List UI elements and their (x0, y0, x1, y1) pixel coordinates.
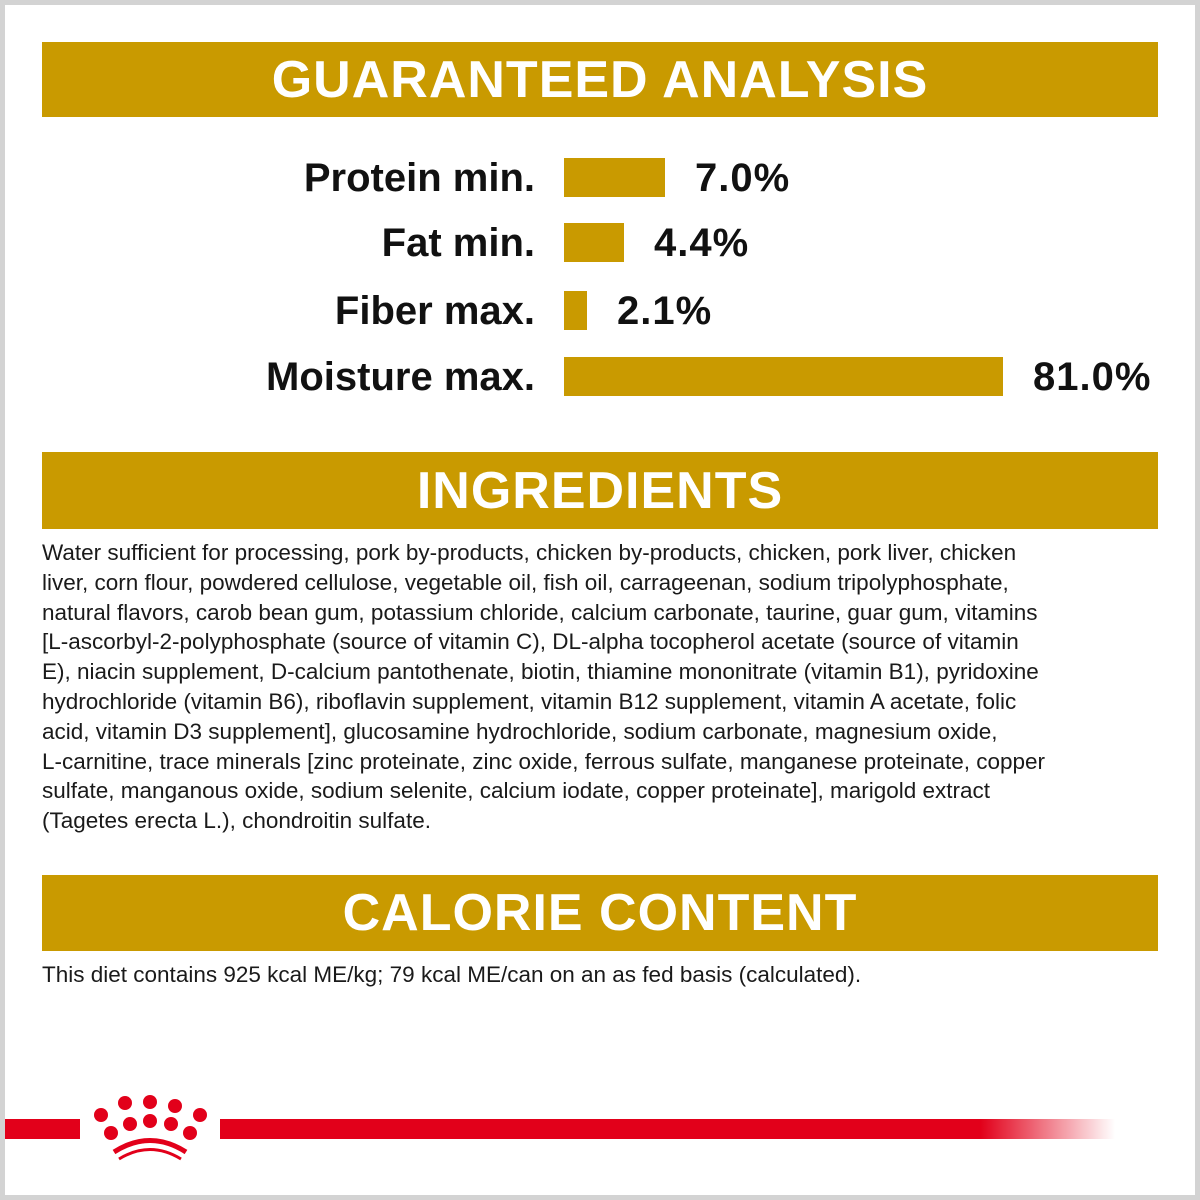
guaranteed-analysis-header: GUARANTEED ANALYSIS (42, 42, 1158, 117)
analysis-row: Protein min. 7.0% (0, 157, 1200, 199)
ingredients-line: L-carnitine, trace minerals [zinc protei… (42, 748, 1046, 774)
ingredients-text: Water sufficient for processing, pork by… (42, 538, 1045, 836)
analysis-label: Fiber max. (334, 289, 535, 333)
analysis-value: 2.1% (617, 289, 713, 333)
analysis-value: 81.0% (1033, 355, 1152, 399)
analysis-bar (564, 357, 1003, 396)
ingredients-line: hydrochloride (vitamin B6), riboflavin s… (42, 688, 1017, 714)
ingredients-line: natural flavors, carob bean gum, potassi… (42, 599, 1038, 625)
analysis-value: 4.4% (654, 221, 750, 265)
ingredients-line: acid, vitamin D3 supplement], glucosamin… (42, 718, 998, 744)
analysis-label: Protein min. (303, 156, 535, 200)
analysis-bar (564, 291, 587, 330)
calorie-content-header: CALORIE CONTENT (42, 875, 1158, 951)
analysis-label: Moisture max. (266, 355, 535, 399)
royal-canin-crown-icon (94, 1095, 207, 1161)
guaranteed-analysis-title: GUARANTEED ANALYSIS (271, 50, 929, 109)
analysis-bar (564, 158, 665, 197)
analysis-value: 7.0% (695, 156, 791, 200)
ingredients-line: liver, corn flour, powdered cellulose, v… (42, 569, 1009, 595)
ingredients-header: INGREDIENTS (42, 452, 1158, 529)
ingredients-line: sulfate, manganous oxide, sodium selenit… (42, 778, 991, 804)
analysis-bar (564, 223, 624, 262)
ingredients-line: (Tagetes erecta L.), chondroitin sulfate… (42, 808, 431, 834)
analysis-row: Fat min. 4.4% (0, 222, 1200, 264)
calorie-content-title: CALORIE CONTENT (342, 884, 858, 942)
ingredients-line: [L-ascorbyl-2-polyphosphate (source of v… (42, 629, 1019, 655)
ingredients-title: INGREDIENTS (416, 461, 784, 520)
analysis-label: Fat min. (381, 221, 535, 265)
red-line-right (220, 1119, 1115, 1139)
ingredients-line: E), niacin supplement, D-calcium pantoth… (42, 659, 1039, 685)
calorie-content-text: This diet contains 925 kcal ME/kg; 79 kc… (42, 962, 862, 987)
ingredients-line: Water sufficient for processing, pork by… (42, 540, 1017, 565)
analysis-row: Fiber max. 2.1% (0, 290, 1200, 332)
footer-brand-line (5, 1095, 1115, 1161)
red-line-left (5, 1119, 80, 1139)
analysis-row: Moisture max. 81.0% (0, 356, 1200, 398)
